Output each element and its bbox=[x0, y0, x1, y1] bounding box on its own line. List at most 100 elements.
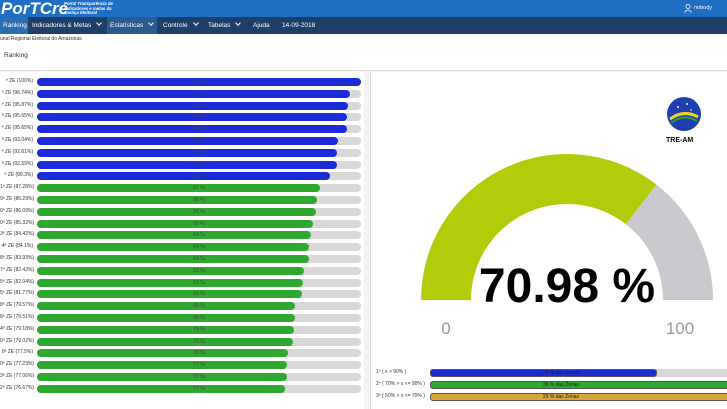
top-bar: PorTCre Portal Transparência de indicado… bbox=[0, 0, 727, 18]
portal-subtitle: Portal Transparência de indicadores e me… bbox=[64, 1, 113, 15]
gauge-label: 70.98 % bbox=[479, 260, 655, 313]
bar-text: 80 % bbox=[193, 315, 205, 321]
bar-text: 78 % bbox=[193, 350, 205, 357]
bar-text: 87 % bbox=[193, 185, 205, 192]
zone-label: 0ª ZE (79.02%) bbox=[0, 337, 35, 344]
bar-text: 77 % bbox=[193, 385, 205, 392]
nav-item[interactable]: Controle bbox=[160, 17, 202, 34]
bar-text: 84 % bbox=[193, 232, 205, 239]
gauge-track bbox=[625, 184, 713, 300]
bar-text: 96 % bbox=[193, 126, 205, 133]
bar-fill bbox=[37, 125, 347, 134]
tier-track: 25 % das Zonas bbox=[430, 369, 727, 377]
bar-fill bbox=[37, 184, 320, 193]
nav-item[interactable]: Tabelas bbox=[205, 17, 247, 34]
bar-track: 93 % bbox=[37, 137, 361, 145]
nav-item[interactable]: Ranking bbox=[0, 17, 28, 34]
bar-fill bbox=[37, 78, 361, 86]
bar-track: 84 % bbox=[37, 243, 361, 252]
tier-text: 25 % das Zonas bbox=[542, 370, 580, 376]
nav-item[interactable]: 14-09-2018 bbox=[282, 22, 316, 29]
zone-label: 5ª ZE (81.77%) bbox=[0, 290, 35, 297]
bar-track: 77 % bbox=[37, 373, 361, 381]
tier-text: 25 % das Zonas bbox=[542, 394, 580, 400]
breadcrumb[interactable]: unal Regional Eleitoral do Amazonas bbox=[0, 36, 82, 42]
logo[interactable]: PorTCre bbox=[1, 0, 69, 18]
bar-text: 80 % bbox=[193, 303, 205, 310]
zone-label: 2ª ZE (76.67%) bbox=[0, 384, 35, 391]
zone-label: 4ª ZE (79.18%) bbox=[0, 325, 35, 332]
bar-track: 96 % bbox=[37, 113, 361, 122]
zone-label: 8ª ZE (79.57%) bbox=[0, 302, 35, 309]
zone-label: ª ZE (92.61%) bbox=[1, 148, 33, 155]
user-name[interactable]: nobody bbox=[694, 5, 713, 11]
bar-text: 97 % bbox=[193, 90, 205, 97]
bar-track: 84 % bbox=[37, 231, 361, 240]
bar-track: 82 % bbox=[37, 278, 361, 287]
bar-text: 86 % bbox=[193, 197, 205, 203]
gauge-min: 0 bbox=[441, 319, 450, 338]
bar-track: 80 % bbox=[37, 302, 361, 311]
tier-text: 38 % das Zonas bbox=[542, 382, 580, 388]
bar-fill bbox=[37, 148, 338, 157]
bar-fill bbox=[37, 113, 347, 122]
tre-logo bbox=[667, 97, 701, 131]
user-icon bbox=[684, 4, 692, 13]
nav-item[interactable]: Indicadores & Metas bbox=[29, 17, 105, 34]
tier-track: 25 % das Zonas bbox=[430, 393, 727, 401]
bar-text: 82 % bbox=[193, 279, 205, 286]
gauge-value bbox=[421, 154, 657, 300]
bar-text: 96 % bbox=[193, 114, 205, 121]
bar-track: 78 % bbox=[37, 349, 361, 358]
bar-track: 77 % bbox=[37, 361, 361, 370]
nav-bar: Ranking Indicadores & Metas Estatísticas Co… bbox=[0, 17, 727, 46]
bar-fill bbox=[37, 219, 314, 228]
zone-label: 3ª ZE (84.42%) bbox=[0, 231, 35, 238]
bar-fill bbox=[37, 278, 303, 287]
nav-item[interactable]: Ajuda ? bbox=[253, 22, 270, 46]
zone-label: 0ª ZE (77.23%) bbox=[0, 361, 35, 368]
gauge-max: 100 bbox=[666, 319, 694, 338]
zone-label: 4ª ZE (84.1%) bbox=[1, 243, 33, 250]
nav-item[interactable]: Estatísticas bbox=[107, 17, 157, 34]
tier-bar bbox=[430, 393, 727, 401]
bar-track: 90 % bbox=[37, 172, 361, 181]
bar-text: 85 % bbox=[193, 220, 205, 227]
bar-text: 93 % bbox=[193, 149, 205, 156]
bar-track: 80 % bbox=[37, 314, 361, 322]
tier-label: 3º ( 50% > x <= 70% ) bbox=[376, 393, 425, 399]
bar-track: 87 % bbox=[37, 184, 361, 193]
bar-track: 82 % bbox=[37, 290, 361, 299]
bar-fill bbox=[37, 302, 295, 311]
bar-text: 93 % bbox=[193, 138, 205, 144]
tier-label: 1º ( x > 90% ) bbox=[376, 369, 407, 375]
tier-bar bbox=[430, 381, 727, 389]
zone-label: ª ZE (90.3%) bbox=[4, 172, 33, 179]
bar-text: 84 % bbox=[193, 256, 205, 262]
bar-text: 100 % bbox=[191, 79, 207, 85]
bar-text: 79 % bbox=[193, 326, 205, 333]
ranking-panel: ª ZE (100%) 100 % ª ZE (96.74%) 97 % ª ZE (9… bbox=[0, 72, 364, 409]
bar-track: 79 % bbox=[37, 337, 361, 346]
bar-fill bbox=[37, 373, 287, 381]
bar-track: 86 % bbox=[37, 207, 361, 216]
bar-track: 100 % bbox=[37, 78, 361, 86]
bar-track: 96 % bbox=[37, 101, 361, 110]
bar-fill bbox=[37, 337, 294, 346]
bar-track: 84 % bbox=[37, 255, 361, 263]
tier-label: 2º ( 70% > x <= 90% ) bbox=[376, 381, 425, 387]
bar-fill bbox=[37, 325, 294, 334]
bar-text: 84 % bbox=[193, 244, 205, 251]
bar-fill bbox=[37, 89, 351, 98]
zone-label: ª ZE (100%) bbox=[5, 78, 33, 84]
bar-fill bbox=[37, 231, 311, 240]
bar-fill bbox=[37, 196, 317, 204]
page-title: Ranking bbox=[4, 52, 28, 59]
zone-label: 3ª ZE (77.06%) bbox=[0, 373, 35, 379]
bar-text: 82 % bbox=[193, 267, 205, 274]
bar-text: 77 % bbox=[193, 362, 205, 369]
zone-label: 1ª ZE (87.28%) bbox=[0, 184, 35, 191]
zone-label: ª ZE (96.74%) bbox=[1, 89, 33, 96]
gauge: 70.98 % 0 100 bbox=[421, 154, 713, 338]
